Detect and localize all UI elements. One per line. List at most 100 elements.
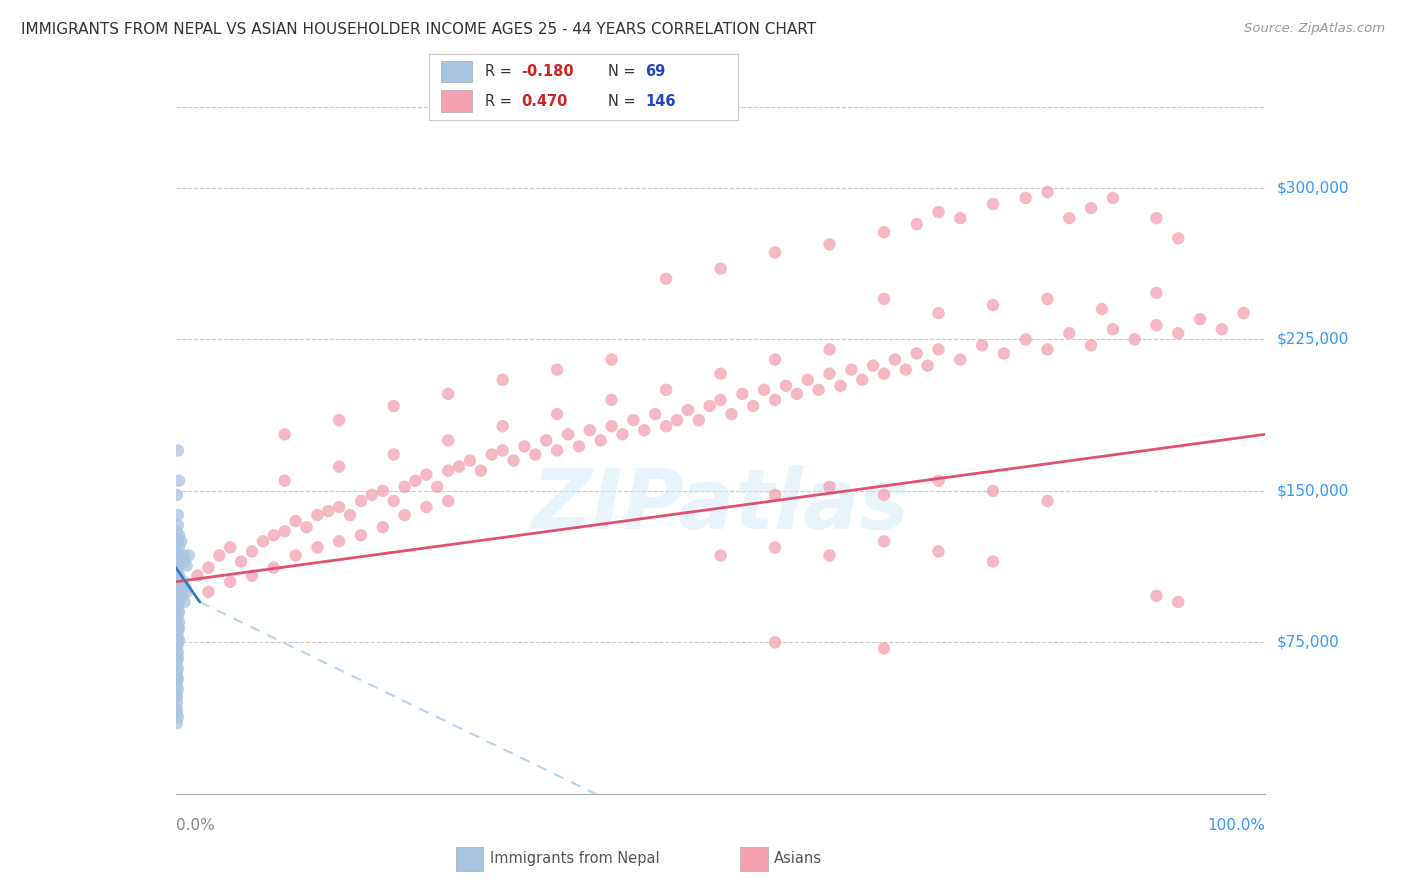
Point [240, 568, 263, 582]
Point [167, 645, 190, 659]
Point [382, 448, 405, 462]
Point [873, 225, 896, 239]
Point [763, 392, 786, 407]
Point [470, 464, 492, 478]
Point [1144, 318, 1167, 333]
Point [894, 362, 917, 376]
Point [173, 595, 195, 609]
Point [382, 399, 405, 413]
Point [873, 367, 896, 381]
Point [394, 480, 416, 494]
Point [818, 549, 841, 563]
Point [177, 549, 200, 563]
Point [818, 343, 841, 357]
Point [166, 675, 188, 690]
Text: $300,000: $300,000 [1277, 180, 1348, 195]
Point [405, 474, 427, 488]
Point [993, 346, 1015, 360]
Point [167, 615, 190, 630]
Point [167, 555, 190, 569]
Point [524, 448, 547, 462]
Point [873, 641, 896, 656]
Point [763, 488, 786, 502]
Point [166, 549, 188, 563]
Point [546, 362, 568, 376]
Point [167, 443, 190, 458]
Point [167, 541, 190, 555]
Point [167, 672, 190, 686]
Point [274, 474, 297, 488]
Point [350, 528, 373, 542]
Point [170, 534, 193, 549]
Point [1015, 191, 1038, 205]
Point [167, 681, 190, 696]
Point [166, 702, 188, 716]
Point [371, 520, 394, 534]
Point [928, 205, 950, 219]
Point [166, 665, 188, 680]
Text: N =: N = [609, 64, 641, 79]
Point [167, 518, 190, 533]
Point [841, 362, 863, 376]
Point [1144, 285, 1167, 300]
Point [600, 419, 623, 434]
Point [546, 443, 568, 458]
Point [437, 387, 460, 401]
Point [754, 383, 776, 397]
Point [167, 595, 190, 609]
Text: $75,000: $75,000 [1277, 635, 1340, 650]
Point [710, 549, 733, 563]
Point [328, 459, 350, 474]
Point [873, 488, 896, 502]
Text: Asians: Asians [775, 852, 823, 866]
Point [589, 434, 612, 448]
Point [981, 483, 1004, 498]
Point [167, 560, 190, 574]
Text: R =: R = [485, 94, 516, 109]
Point [167, 662, 190, 676]
Point [274, 524, 297, 539]
Point [166, 625, 188, 640]
Point [458, 453, 481, 467]
Point [167, 474, 190, 488]
Point [382, 494, 405, 508]
Point [1057, 326, 1080, 341]
Point [557, 427, 579, 442]
Point [655, 271, 678, 285]
Text: 69: 69 [645, 64, 665, 79]
Point [481, 448, 503, 462]
Text: 146: 146 [645, 94, 676, 109]
Point [1102, 191, 1125, 205]
Text: ZIPatlas: ZIPatlas [531, 465, 910, 546]
Point [1167, 326, 1189, 341]
Point [173, 555, 195, 569]
Point [949, 211, 972, 226]
Text: Source: ZipAtlas.com: Source: ZipAtlas.com [1244, 22, 1385, 36]
Point [166, 488, 188, 502]
Point [166, 615, 188, 630]
Point [231, 555, 253, 569]
Point [350, 494, 373, 508]
Point [166, 649, 188, 664]
Point [172, 574, 194, 589]
Point [928, 544, 950, 558]
Point [1015, 332, 1038, 346]
Point [197, 585, 219, 599]
Point [786, 387, 808, 401]
Point [807, 383, 830, 397]
Point [873, 292, 896, 306]
Point [166, 716, 188, 731]
Point [1144, 211, 1167, 226]
Point [166, 696, 188, 710]
Point [1080, 201, 1102, 215]
Point [167, 605, 190, 619]
Point [492, 373, 515, 387]
Point [167, 651, 190, 665]
Point [172, 549, 194, 563]
Point [981, 298, 1004, 312]
Point [437, 464, 460, 478]
Point [818, 367, 841, 381]
Point [166, 706, 188, 720]
Point [884, 352, 907, 367]
Point [1036, 292, 1059, 306]
